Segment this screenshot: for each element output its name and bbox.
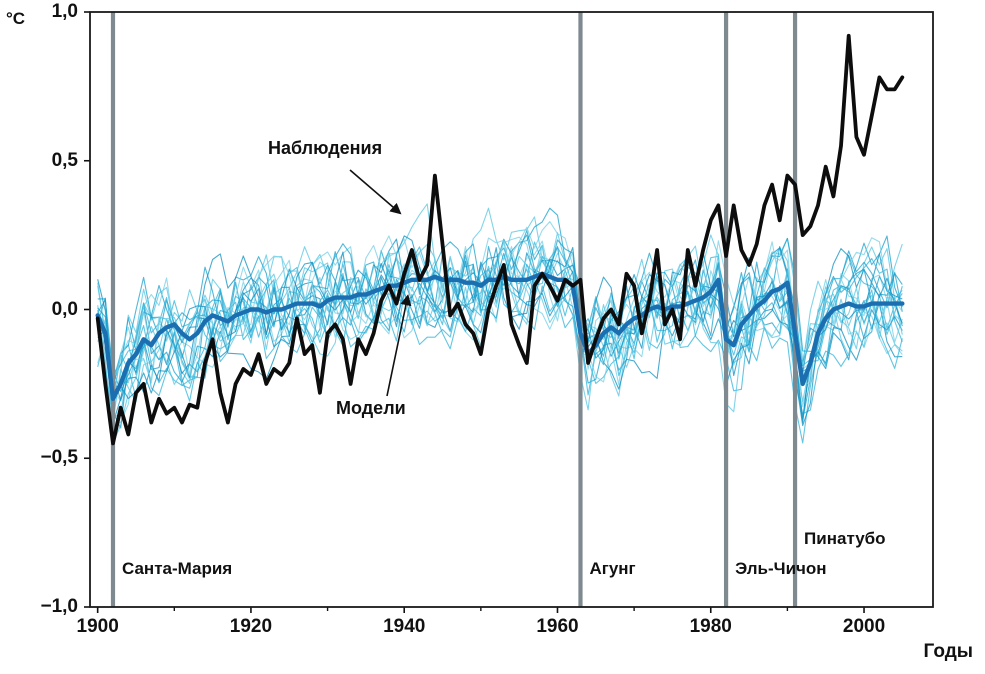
- eruption-label: Санта-Мария: [121, 559, 233, 578]
- y-tick-label: −0,5: [40, 447, 78, 469]
- eruption-label: Агунг: [589, 559, 636, 578]
- eruption-label: Эль-Чичон: [735, 559, 827, 578]
- x-tick-label: 1920: [229, 616, 273, 637]
- x-tick-label: 1960: [536, 616, 579, 637]
- annotation-arrows: [349, 169, 412, 397]
- x-tick-label: 1940: [383, 616, 426, 637]
- y-tick-label: 0,0: [51, 298, 78, 320]
- y-tick-label: 0,5: [51, 149, 78, 171]
- models-label: Модели: [336, 398, 406, 418]
- observations-label: Наблюдения: [268, 138, 383, 158]
- eruption-lines: [110, 12, 798, 607]
- x-tick-label: 1980: [689, 616, 732, 637]
- x-tick-label: 1900: [76, 616, 119, 637]
- x-tick-label: 2000: [842, 616, 886, 637]
- y-tick-label: −1,0: [40, 596, 78, 617]
- y-tick-label: 1,0: [51, 1, 78, 22]
- x-axis-title: Годы: [923, 641, 973, 662]
- eruption-label: Пинатубо: [804, 529, 886, 548]
- observations-line: [95, 33, 905, 446]
- plot-border: [89, 11, 934, 608]
- y-axis-unit-label: °C: [6, 9, 26, 28]
